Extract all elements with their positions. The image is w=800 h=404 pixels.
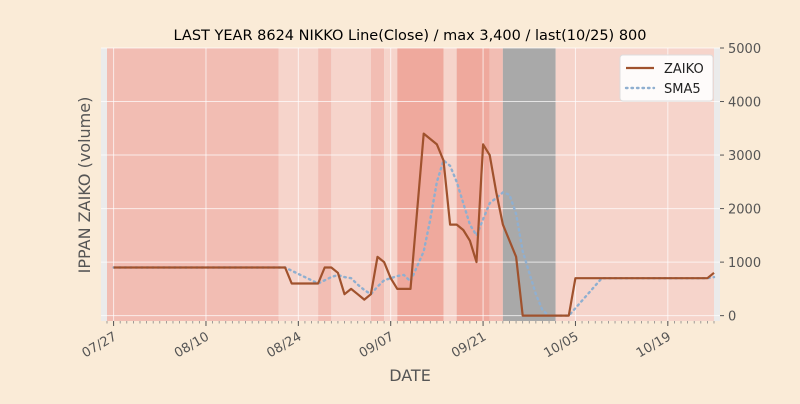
y-tick-label: 5000 <box>728 42 761 57</box>
shaded-band <box>318 48 332 321</box>
y-tick-label: 0 <box>728 310 736 325</box>
y-tick-label: 4000 <box>728 96 761 111</box>
shaded-band <box>370 48 385 321</box>
shaded-band <box>489 48 503 321</box>
shaded-band <box>443 48 457 321</box>
legend-label-zaiko: ZAIKO <box>664 62 704 77</box>
y-tick-label: 1000 <box>728 256 761 271</box>
y-axis-label: IPPAN ZAIKO (volume) <box>75 97 94 274</box>
y-tick-label: 3000 <box>728 149 761 164</box>
legend-label-sma5: SMA5 <box>664 82 701 97</box>
legend-box <box>619 54 714 102</box>
shaded-band <box>331 48 371 321</box>
series-line-zaiko <box>113 132 715 317</box>
x-axis-label: DATE <box>389 366 431 385</box>
shaded-band <box>502 48 556 321</box>
shaded-band <box>456 48 490 321</box>
shaded-band <box>107 48 279 321</box>
chart-title: LAST YEAR 8624 NIKKO Line(Close) / max 3… <box>174 28 647 44</box>
y-tick-label: 2000 <box>728 203 761 218</box>
